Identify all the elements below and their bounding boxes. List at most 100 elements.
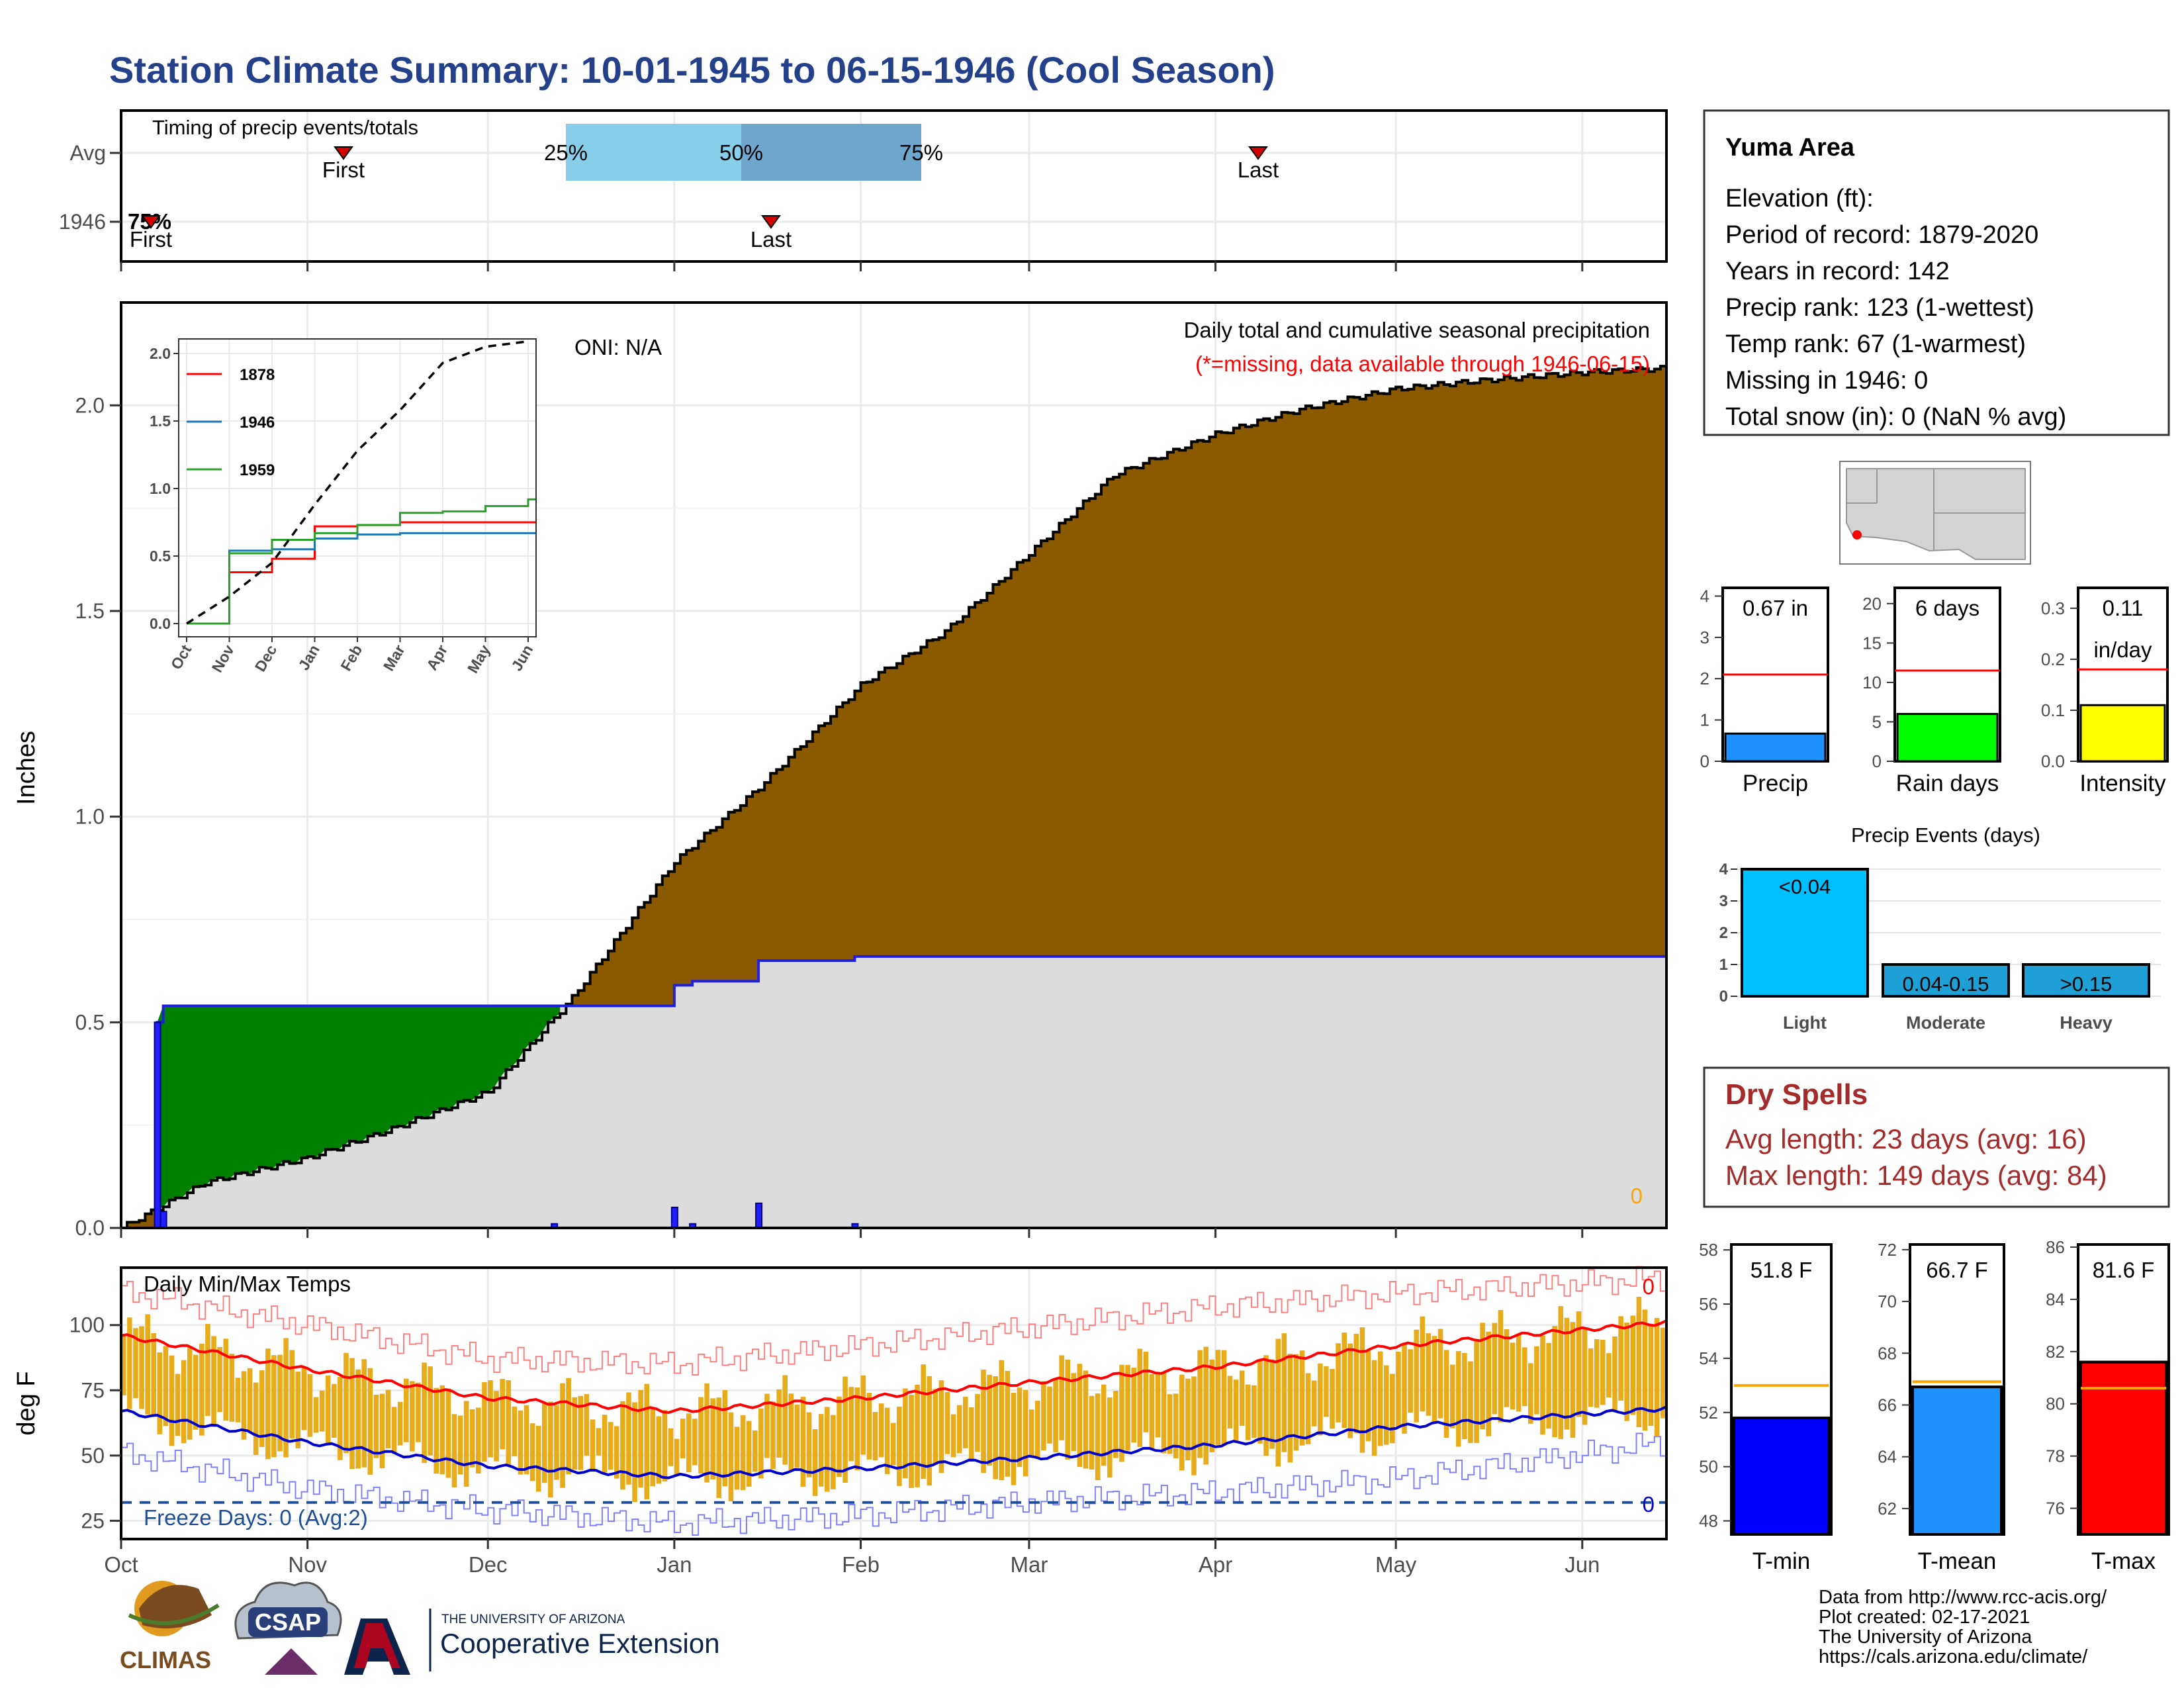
daily-temp-bar [145, 1314, 150, 1415]
daily-temp-bar [722, 1390, 728, 1487]
daily-temp-bar [385, 1389, 391, 1449]
year-first-label: First [130, 227, 172, 252]
temp-ylabel: deg F [13, 1371, 40, 1435]
season-summary-bars: 0 1 2 3 4 0.67 in Precip 0 5 10 15 20 6 days Rain day… [1700, 586, 2169, 796]
daily-temp-bar [1504, 1329, 1510, 1407]
temp-summary-tick-label: 64 [1878, 1447, 1897, 1467]
summary-bar-value: 6 days [1915, 596, 1979, 620]
daily-temp-bar [548, 1401, 553, 1498]
daily-temp-bar [1005, 1370, 1011, 1477]
daily-temp-bar [1648, 1325, 1654, 1427]
year-first-marker [141, 215, 161, 229]
daily-temp-bar [1215, 1350, 1221, 1445]
daily-temp-bar [187, 1346, 193, 1440]
temp-summary-value: 81.6 F [2093, 1258, 2155, 1282]
daily-temp-bar [1365, 1350, 1371, 1442]
temp-x-tick-label: Dec [469, 1552, 508, 1577]
daily-temp-bar [1191, 1376, 1197, 1476]
daily-temp-bar [915, 1384, 920, 1487]
daily-temp-bar [404, 1378, 409, 1442]
inset-legend-label: 1946 [240, 414, 275, 432]
temp-summary-t-max: 76 78 80 82 84 86 81.6 F T-max [2046, 1237, 2170, 1574]
summary-bar-precip: 0 1 2 3 4 0.67 in Precip [1700, 586, 1829, 796]
freeze-days: Freeze Days: 0 (Avg:2) [144, 1505, 368, 1530]
temp-summary-bar [2079, 1360, 2167, 1536]
station-years: Years in record: 142 [1725, 258, 1950, 285]
daily-temp-bar [866, 1393, 872, 1460]
summary-bar-tick-label: 0.3 [2041, 598, 2065, 618]
temp-summary-tick-label: 72 [1878, 1240, 1897, 1260]
daily-temp-bar [1293, 1354, 1299, 1451]
daily-temp-bar [1594, 1338, 1600, 1408]
daily-temp-bar [1390, 1374, 1395, 1444]
daily-temp-bar [638, 1389, 643, 1488]
daily-temp-bar [488, 1380, 493, 1458]
daily-temp-bar [1149, 1374, 1155, 1449]
daily-temp-bar [361, 1359, 367, 1468]
precip-y-tick-label: 2.0 [75, 393, 105, 417]
inset-y-tick-label: 0.0 [150, 615, 171, 632]
timing-ylabel-avg: Avg [69, 141, 106, 165]
daily-temp-bar [1414, 1329, 1419, 1423]
daily-temp-bar [506, 1380, 512, 1467]
avg-pct-75: 75% [899, 140, 943, 165]
inset-series-line [187, 532, 536, 625]
daily-temp-bar [1552, 1326, 1557, 1438]
daily-temp-bar [1480, 1323, 1485, 1430]
daily-temp-bar [1443, 1350, 1449, 1438]
daily-temp-bar [151, 1333, 157, 1416]
daily-precip-bar [755, 1202, 763, 1229]
daily-temp-bar [999, 1360, 1005, 1481]
daily-temp-bar [500, 1379, 505, 1450]
daily-temp-bar [1023, 1389, 1028, 1477]
summary-bar-tick-label: 3 [1700, 628, 1709, 647]
events-bar [1741, 868, 1869, 998]
average-tmin-line [120, 1405, 1667, 1479]
precip-y-tick-label: 1.5 [75, 599, 105, 623]
daily-temp-bar [662, 1410, 668, 1481]
daily-temp-bar [1077, 1364, 1083, 1468]
daily-temp-bar [578, 1395, 584, 1470]
daily-temp-bar [837, 1396, 842, 1477]
precip-y-tick-label: 1.0 [75, 805, 105, 829]
daily-temp-bar [217, 1346, 222, 1413]
daily-temp-bar [445, 1388, 451, 1478]
avg-last-label: Last [1238, 158, 1279, 182]
daily-temp-bar [1305, 1373, 1311, 1444]
daily-temp-bar [1353, 1333, 1359, 1434]
temp-summary-tick-label: 82 [2046, 1342, 2065, 1362]
precip-ylabel: Inches [13, 731, 40, 805]
temp-x-tick-label: Jun [1565, 1552, 1600, 1577]
daily-temp-bar [518, 1410, 523, 1475]
precip-events-chart: Precip Events (days) 0 1 2 3 4 <0.04 Light 0.04… [1719, 823, 2161, 1033]
daily-temp-bar [241, 1371, 247, 1440]
state-outline [1846, 468, 2026, 560]
daily-temp-bar [1377, 1351, 1383, 1446]
station-precip-rank: Precip rank: 123 (1-wettest) [1725, 294, 2034, 322]
temp-summary-label: T-min [1752, 1548, 1811, 1574]
daily-temp-bar [301, 1367, 307, 1430]
timing-ylabel-year: 1946 [59, 210, 106, 234]
temp-summary-tick-label: 84 [2046, 1289, 2065, 1309]
daily-temp-bar [890, 1423, 896, 1466]
daily-temp-bar [1612, 1336, 1617, 1412]
daily-temp-bar [319, 1390, 325, 1432]
daily-temp-bar [1173, 1393, 1179, 1459]
daily-temp-bar [1143, 1351, 1149, 1432]
daily-temp-bar [1498, 1309, 1504, 1423]
daily-temp-bar [1065, 1359, 1071, 1460]
daily-temp-bar [704, 1383, 709, 1483]
daily-temp-bar [1318, 1363, 1323, 1436]
daily-temp-bar [1269, 1359, 1275, 1449]
temp-summary-tick-label: 56 [1699, 1294, 1718, 1314]
daily-temp-bar [764, 1393, 770, 1458]
daily-temp-bar [1660, 1327, 1666, 1419]
daily-temp-bar [596, 1428, 602, 1456]
daily-temp-bar [1041, 1381, 1046, 1451]
daily-temp-bar [921, 1364, 926, 1479]
daily-temp-bar [560, 1383, 565, 1488]
daily-temp-bar [277, 1354, 283, 1452]
temp-summary-tick-label: 66 [1878, 1395, 1897, 1415]
daily-temp-bar [541, 1403, 547, 1483]
